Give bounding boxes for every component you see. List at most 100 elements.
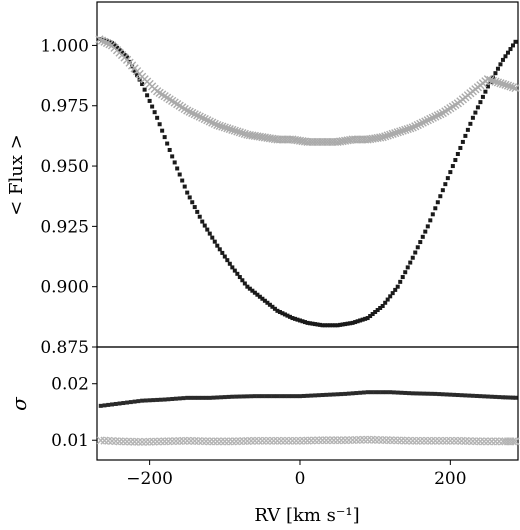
top-series-0-point bbox=[257, 294, 262, 299]
bottom-series-1-point bbox=[511, 437, 520, 446]
top-series-1-point bbox=[488, 76, 498, 85]
top-series-1-point-stroke bbox=[233, 127, 242, 136]
top-series-0-point bbox=[140, 82, 145, 87]
bottom-series-1-point bbox=[96, 436, 105, 445]
top-series-0-point bbox=[192, 205, 197, 210]
bottom-series-1-point bbox=[367, 435, 376, 444]
bottom-x-tick-label: 0 bbox=[295, 469, 306, 489]
top-series-1-point-stroke bbox=[215, 121, 224, 130]
top-series-0-point bbox=[190, 200, 195, 205]
bottom-series-0-point bbox=[343, 391, 348, 396]
bottom-series-1-point bbox=[344, 436, 353, 445]
top-series-1-point bbox=[436, 110, 445, 119]
top-series-1-point bbox=[235, 128, 244, 137]
top-series-1-point-stroke bbox=[483, 75, 493, 84]
top-series-0-point bbox=[275, 308, 280, 313]
top-series-1-point-stroke bbox=[373, 133, 382, 143]
bottom-y-tick-label: 0.02 bbox=[51, 375, 89, 395]
bottom-series-0-point bbox=[313, 393, 318, 398]
bottom-series-1-point-stroke bbox=[461, 436, 470, 446]
top-series-1-point bbox=[208, 118, 217, 127]
top-series-1-point bbox=[213, 120, 222, 130]
bottom-y-tick-label: 0.01 bbox=[51, 431, 89, 451]
bottom-series-1-point bbox=[100, 436, 109, 445]
bottom-series-1-point-stroke bbox=[216, 437, 226, 446]
top-series-0-point bbox=[110, 41, 115, 46]
bottom-series-1-point bbox=[476, 437, 485, 446]
bottom-series-1-point bbox=[359, 435, 368, 444]
bottom-series-0-point bbox=[478, 394, 483, 399]
top-series-1-point-stroke bbox=[426, 114, 435, 124]
bottom-series-1-point bbox=[314, 436, 323, 445]
top-series-0-point bbox=[485, 84, 490, 89]
bottom-series-1-point bbox=[122, 437, 132, 446]
bottom-series-1-point bbox=[442, 436, 451, 445]
bottom-series-1-point-stroke bbox=[468, 437, 477, 446]
bottom-series-0-point bbox=[414, 391, 419, 396]
bottom-series-1-point-stroke bbox=[442, 436, 451, 445]
top-series-1-point bbox=[486, 75, 495, 85]
top-series-1-point bbox=[393, 128, 402, 137]
bottom-series-1-point bbox=[483, 437, 493, 446]
bottom-series-1-point bbox=[453, 436, 462, 445]
bottom-series-1-point-stroke bbox=[104, 436, 113, 445]
top-series-1-point-stroke bbox=[203, 116, 212, 125]
bottom-series-1-point bbox=[389, 436, 399, 445]
top-series-0-point bbox=[152, 110, 157, 115]
bottom-series-0-point bbox=[339, 392, 344, 397]
bottom-series-1-point-stroke bbox=[397, 436, 406, 445]
top-series-0-point bbox=[245, 284, 250, 289]
top-series-1-point bbox=[411, 122, 420, 131]
bottom-series-0-point bbox=[181, 396, 186, 401]
bottom-y-axis-label: σ bbox=[7, 396, 31, 411]
bottom-series-0-point bbox=[267, 394, 272, 399]
top-series-0-point bbox=[117, 48, 122, 53]
bottom-series-0-point bbox=[505, 395, 510, 400]
top-series-0-point bbox=[498, 62, 503, 67]
top-series-1-point-stroke bbox=[421, 117, 430, 126]
top-series-1-point bbox=[95, 35, 104, 44]
bottom-series-1-point-stroke bbox=[382, 436, 391, 445]
bottom-series-1-point bbox=[348, 435, 357, 445]
bottom-series-0-point bbox=[173, 396, 178, 401]
top-series-0-point bbox=[380, 303, 385, 308]
top-series-0-point bbox=[373, 310, 378, 315]
top-series-1-point bbox=[433, 111, 442, 120]
top-series-1-point-stroke bbox=[403, 124, 412, 134]
top-series-1-point bbox=[408, 123, 417, 132]
top-series-1-point-stroke bbox=[416, 119, 425, 128]
top-series-1-point-stroke bbox=[235, 128, 244, 137]
bottom-series-1-point bbox=[228, 437, 237, 446]
top-series-0-point bbox=[503, 54, 508, 59]
top-series-0-point bbox=[135, 73, 140, 78]
top-series-1-point bbox=[508, 83, 518, 92]
top-series-0-point bbox=[455, 151, 460, 156]
top-series-0-point bbox=[175, 166, 180, 171]
top-series-0-point bbox=[378, 305, 383, 310]
top-series-1-point-stroke bbox=[498, 79, 508, 89]
bottom-series-0-point bbox=[500, 395, 505, 400]
bottom-series-1-point bbox=[446, 436, 455, 445]
top-y-tick-label: 0.925 bbox=[40, 217, 89, 237]
top-series-1-point bbox=[403, 124, 412, 134]
bottom-series-0-point bbox=[391, 390, 396, 395]
top-series-0-point bbox=[330, 323, 335, 328]
top-series-1-point bbox=[233, 127, 242, 136]
top-series-0-point bbox=[315, 322, 320, 327]
bottom-series-0-point bbox=[305, 393, 310, 398]
top-series-1-point bbox=[240, 129, 249, 138]
bottom-series-1-point-stroke bbox=[277, 436, 286, 445]
bottom-series-1-point-stroke bbox=[374, 435, 384, 445]
bottom-series-1-point-stroke bbox=[194, 436, 203, 446]
top-series-1-point bbox=[223, 124, 232, 133]
top-series-1-point bbox=[228, 125, 237, 134]
bottom-series-0-point bbox=[301, 393, 306, 398]
top-series-0-point bbox=[220, 250, 225, 255]
top-series-0-point bbox=[328, 323, 333, 328]
top-series-1-point bbox=[386, 130, 395, 139]
bottom-series-1-point-stroke bbox=[100, 436, 109, 445]
top-series-1-point-stroke bbox=[100, 37, 109, 46]
top-series-1-point bbox=[401, 125, 410, 134]
top-series-1-point bbox=[398, 126, 407, 135]
bottom-series-1-point-stroke bbox=[115, 437, 124, 446]
